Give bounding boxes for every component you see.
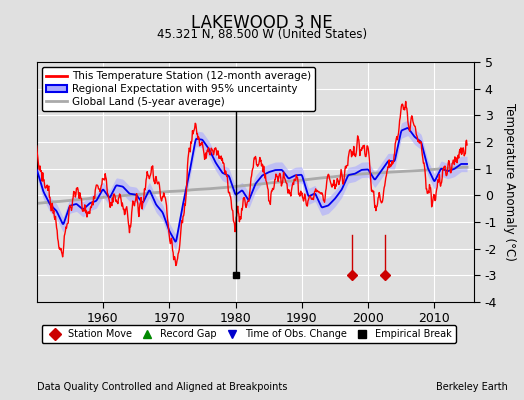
Text: Data Quality Controlled and Aligned at Breakpoints: Data Quality Controlled and Aligned at B… — [37, 382, 287, 392]
Text: 45.321 N, 88.500 W (United States): 45.321 N, 88.500 W (United States) — [157, 28, 367, 41]
Y-axis label: Temperature Anomaly (°C): Temperature Anomaly (°C) — [504, 103, 517, 261]
Text: Berkeley Earth: Berkeley Earth — [436, 382, 508, 392]
Text: LAKEWOOD 3 NE: LAKEWOOD 3 NE — [191, 14, 333, 32]
Legend: This Temperature Station (12-month average), Regional Expectation with 95% uncer: This Temperature Station (12-month avera… — [42, 67, 315, 111]
Legend: Station Move, Record Gap, Time of Obs. Change, Empirical Break: Station Move, Record Gap, Time of Obs. C… — [41, 325, 455, 343]
